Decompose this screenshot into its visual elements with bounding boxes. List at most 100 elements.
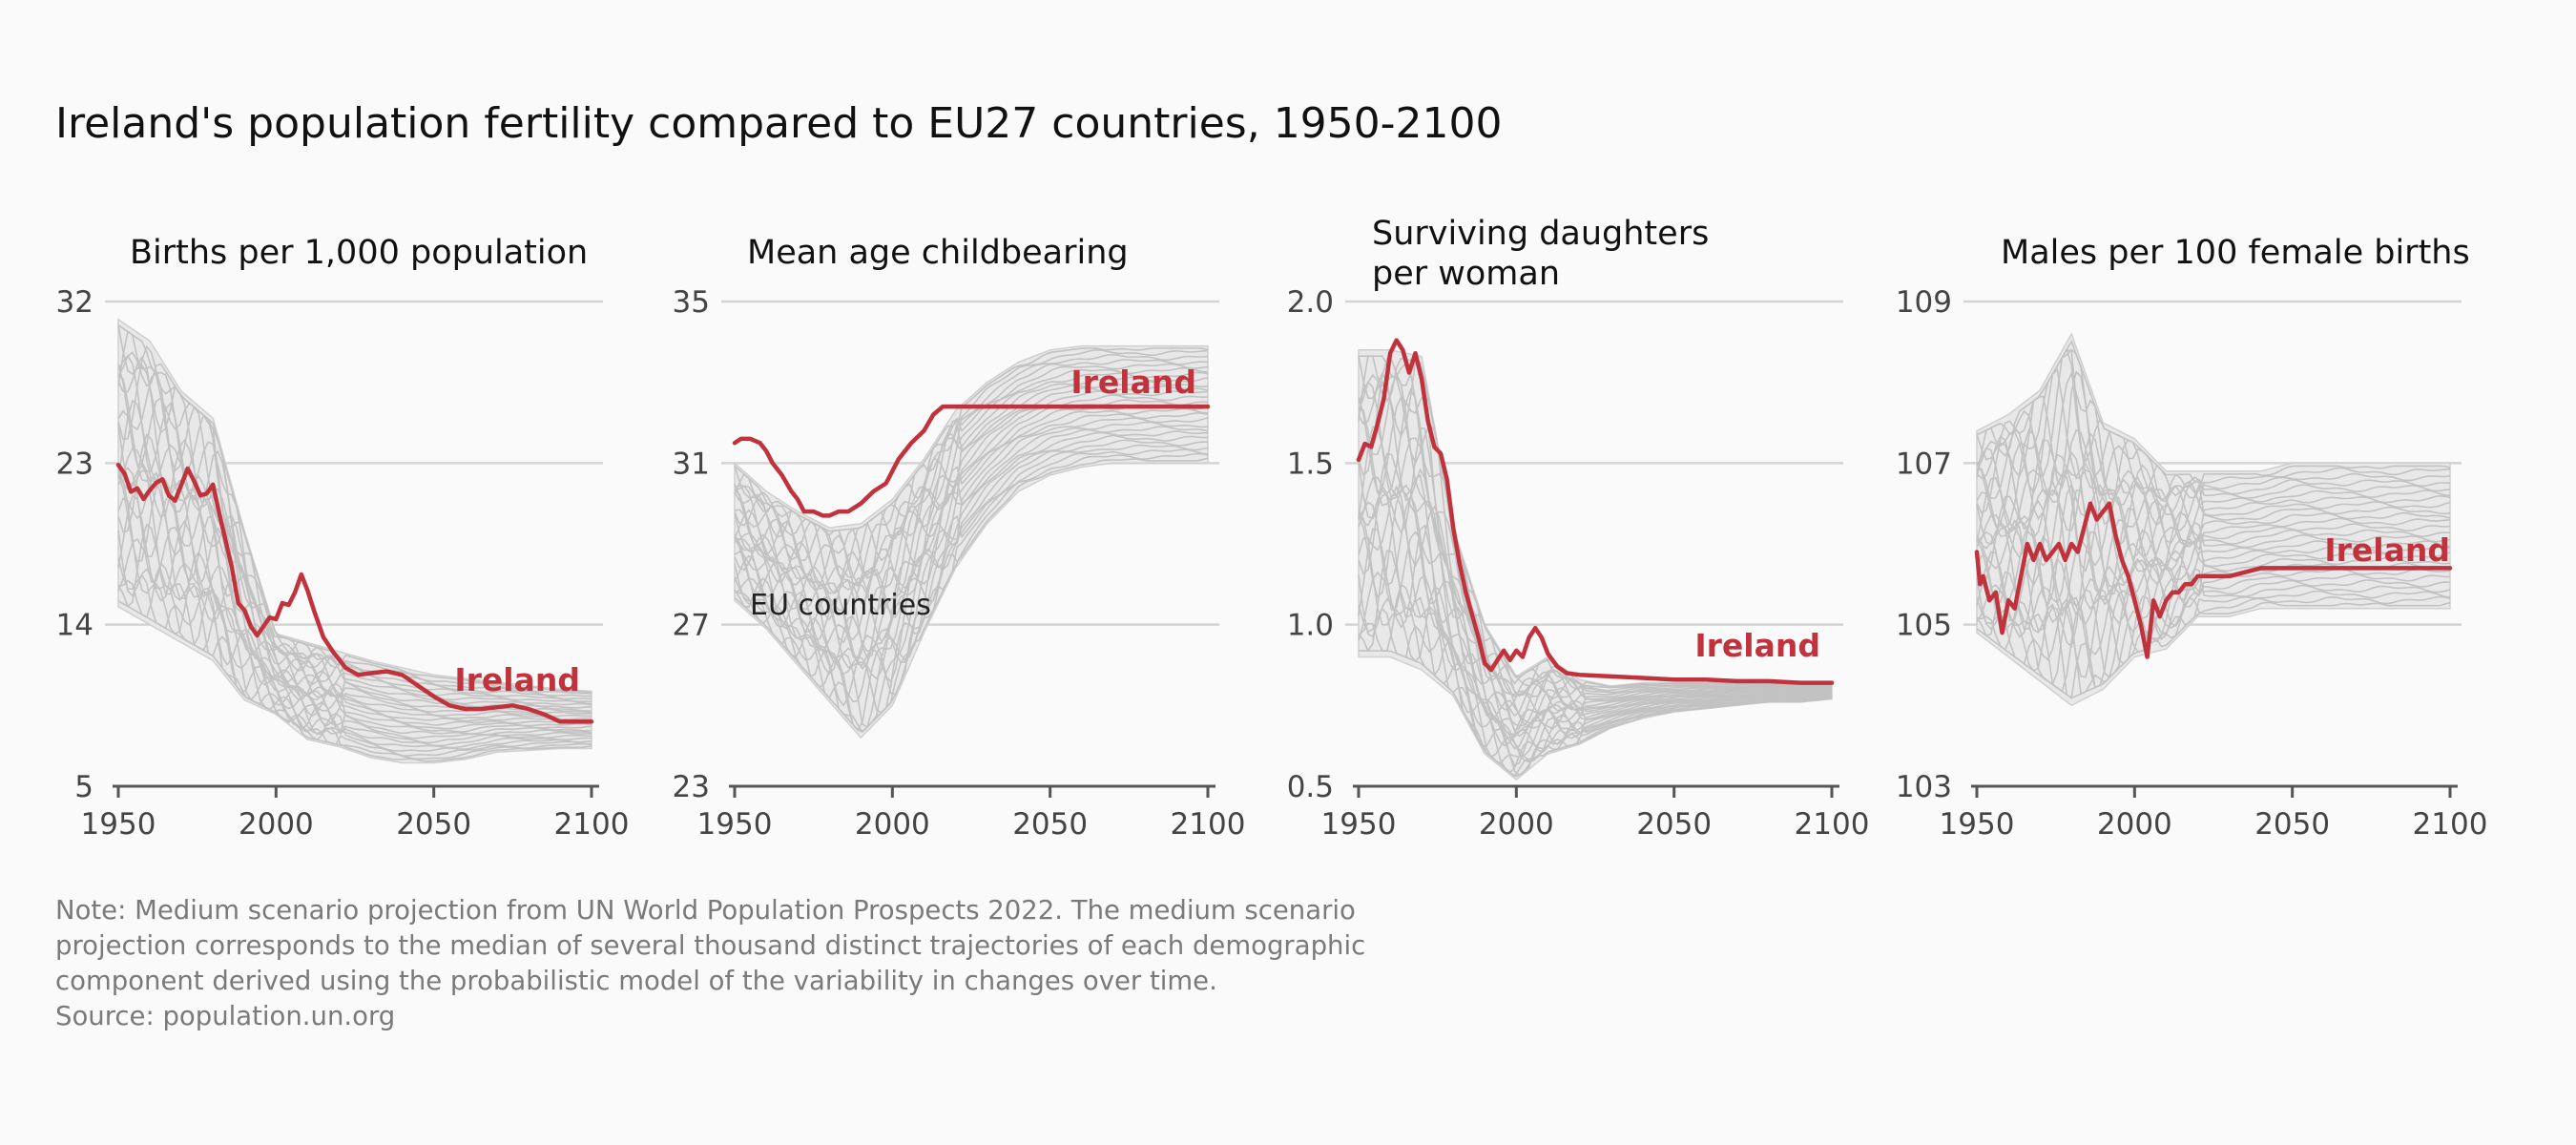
y-tick-label: 23 [673, 770, 710, 804]
ireland-label: Ireland [454, 661, 580, 698]
y-tick-label: 109 [1896, 285, 1952, 320]
eu-country-line [734, 363, 1209, 591]
eu-country-line [1976, 428, 2451, 572]
eu-country-line [1976, 534, 2451, 689]
eu-range-band [117, 318, 592, 764]
eu-country-line [734, 399, 1209, 642]
eu-country-line [1976, 540, 2450, 679]
x-tick-label: 2050 [1636, 807, 1712, 842]
eu-country-line [117, 494, 592, 749]
eu-country-line [1976, 489, 2451, 634]
chart-title: Ireland's population fertility compared … [55, 99, 1503, 148]
eu-country-line [1976, 595, 2451, 696]
eu-country-line [117, 399, 592, 720]
panel-title-line-2: per woman [1372, 255, 1561, 293]
eu-country-line [117, 433, 592, 723]
eu-country-line [1976, 439, 2451, 596]
x-tick-label: 2050 [2254, 807, 2330, 842]
eu-country-line [1976, 395, 2451, 545]
note-line: component derived using the probabilisti… [55, 966, 1217, 996]
note-line: Note: Medium scenario projection from UN… [55, 895, 1356, 926]
note-line: projection corresponds to the median of … [55, 930, 1366, 961]
eu-country-line [1976, 568, 2451, 699]
eu-country-line [734, 439, 1209, 714]
panel-title-line-1: Surviving daughters [1372, 215, 1710, 253]
x-tick-label: 2050 [396, 807, 471, 842]
mean-age-chart-svg: 23 27 31 35 Ireland EU countries 1950 2000 2050 2… [673, 285, 1246, 842]
panel-sex-ratio: Males per 100 female births 103 105 107 109… [1896, 212, 2526, 861]
eu-country-line [1358, 493, 1833, 753]
eu-country-line [1358, 524, 1833, 750]
eu-country-line [734, 380, 1209, 621]
y-tick-label: 23 [56, 447, 93, 481]
eu-country-line [117, 471, 592, 735]
eu-country-line [117, 464, 592, 733]
daughters-chart-svg: 0.5 1.0 1.5 2.0 Ireland 1950 2000 2050 2100 [1287, 285, 1870, 842]
eu-country-line [117, 474, 592, 727]
x-tick-label: 1950 [1321, 807, 1397, 842]
x-tick-label: 2050 [1012, 807, 1088, 842]
y-tick-label: 27 [673, 609, 710, 643]
births-chart-svg: 5 14 23 32 Ireland 1950 2000 2050 2100 [56, 285, 630, 842]
ireland-label: Ireland [2324, 531, 2450, 569]
ireland-series-line [115, 462, 594, 724]
y-tick-label: 1.5 [1287, 447, 1334, 481]
x-tick-label: 1950 [1940, 807, 2015, 842]
y-tick-label: 5 [74, 770, 93, 804]
eu-country-line [1976, 348, 2451, 548]
eu-country-line [734, 376, 1209, 614]
x-tick-label: 2000 [1479, 807, 1554, 842]
eu-country-line [734, 452, 1209, 733]
x-tick-label: 2100 [1171, 807, 1246, 842]
sex-ratio-chart-svg: 103 105 107 109 Ireland 1950 2000 2050 2100 [1896, 285, 2488, 842]
y-tick-label: 107 [1896, 447, 1952, 481]
panel-mean-age: Mean age childbearing 23 27 31 35 Ireland EU … [664, 212, 1284, 861]
x-tick-label: 2100 [2413, 807, 2488, 842]
y-tick-label: 103 [1896, 770, 1952, 804]
eu-country-line [734, 426, 1209, 707]
eu-country-line [734, 417, 1209, 684]
eu-country-line [1976, 367, 2451, 547]
ireland-series-line [1356, 338, 1835, 685]
eu-country-line [117, 562, 592, 757]
eu-country-line [1359, 550, 1833, 777]
eu-country-line [734, 430, 1209, 732]
ireland-series-line [732, 404, 1211, 518]
eu-country-line [1976, 370, 2451, 559]
ireland-series-line [1974, 501, 2453, 659]
eu-country-line [117, 351, 592, 694]
panel-daughters: Surviving daughters per woman 0.5 1.0 1.5 2… [1287, 212, 1908, 861]
y-tick-label: 31 [673, 447, 710, 481]
eu-country-line [1976, 477, 2451, 608]
x-tick-label: 2100 [554, 807, 630, 842]
eu-country-line [734, 366, 1209, 606]
eu-country-line [117, 523, 592, 752]
eu-country-line [117, 579, 592, 760]
eu-country-line [734, 385, 1209, 644]
eu-country-line [1358, 357, 1833, 691]
y-tick-label: 14 [56, 609, 93, 643]
footnote: Note: Medium scenario projection from UN… [55, 893, 1391, 1034]
eu-country-line [117, 475, 592, 747]
x-tick-label: 1950 [697, 807, 773, 842]
eu-country-line [1976, 371, 2451, 527]
eu-country-line [1358, 452, 1833, 738]
eu-country-line [117, 355, 592, 709]
eu-country-line [734, 371, 1209, 614]
eu-country-line [117, 330, 592, 700]
y-tick-label: 32 [56, 285, 93, 320]
panel-title: Males per 100 female births [2001, 234, 2470, 272]
ireland-label: Ireland [1070, 364, 1196, 401]
eu-country-line [734, 359, 1209, 578]
eu-country-line [1976, 519, 2451, 649]
eu-country-line [734, 444, 1209, 703]
eu-country-line [1976, 347, 2451, 503]
ireland-label: Ireland [1694, 627, 1820, 664]
y-tick-label: 35 [673, 285, 710, 320]
eu-country-line [1976, 494, 2451, 618]
eu-country-line [1358, 583, 1833, 762]
eu-country-line [734, 434, 1208, 729]
eu-country-line [734, 411, 1209, 680]
x-tick-label: 2000 [2097, 807, 2172, 842]
panel-title: Mean age childbearing [747, 234, 1129, 272]
